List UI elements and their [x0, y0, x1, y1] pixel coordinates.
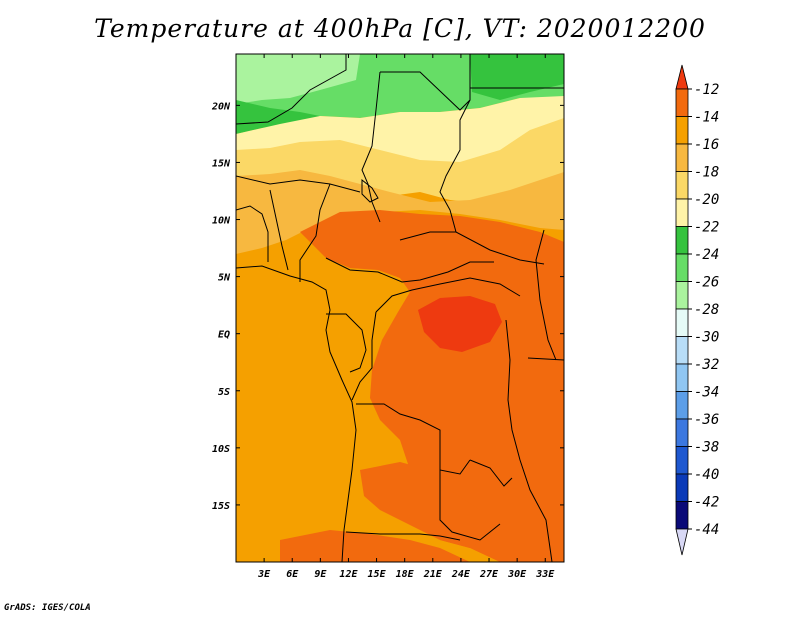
latitude-axis: 20N 15N 10N 5N EQ 5S 10S 15S — [211, 101, 564, 512]
colorbar-label: -18 — [694, 165, 719, 181]
colorbar-bottom-arrow — [675, 528, 689, 556]
lat-tick-label: 15S — [212, 501, 230, 512]
colorbar: -12 -14 -16 -18 -20 -22 -24 -26 -28 -30 -32 -34 -36 -… — [675, 64, 719, 556]
border-congo-drc — [351, 311, 377, 401]
colorbar-segment — [675, 501, 689, 530]
colorbar-label: -42 — [694, 495, 719, 511]
lon-tick-label: 30E — [507, 569, 527, 580]
border-niger-nigeria — [236, 175, 361, 193]
field-north-darkgreen — [236, 100, 320, 134]
lon-tick-label: 27E — [479, 569, 499, 580]
field-orange-red — [300, 210, 564, 562]
colorbar-label: -34 — [694, 385, 719, 401]
colorbar-label: -30 — [694, 330, 719, 346]
border-west-africa — [236, 205, 269, 262]
colorbar-top-arrow — [675, 64, 689, 90]
border-ethiopia — [535, 229, 557, 361]
colorbar-segment — [675, 171, 689, 200]
lon-tick-label: 18E — [396, 569, 415, 580]
border-angola-namibia — [345, 531, 461, 541]
colorbar-label: -22 — [694, 220, 719, 236]
field-orange-red-south — [360, 462, 500, 548]
colorbar-segment — [675, 88, 689, 117]
border-drc-north — [375, 277, 521, 313]
colorbar-segment — [675, 473, 689, 502]
colorbar-label: -14 — [694, 110, 719, 126]
field-orange-red-sw — [280, 530, 470, 562]
colorbar-segment — [675, 446, 689, 475]
longitude-axis: 3E 6E 9E 12E 15E 18E 21E 24E 27E 30E 33E — [257, 54, 555, 580]
colorbar-segment — [675, 418, 689, 447]
colorbar-segment — [675, 226, 689, 255]
lon-tick-label: 9E — [314, 569, 327, 580]
field-north-lightgreen — [236, 54, 360, 104]
lon-tick-label: 15E — [368, 569, 387, 580]
colorbar-label: -24 — [694, 247, 719, 263]
border-libya-north — [236, 54, 347, 125]
border-east-lakes — [505, 319, 553, 562]
colorbar-label: -28 — [694, 302, 719, 318]
border-benin — [269, 189, 289, 271]
lon-tick-label: 33E — [535, 569, 555, 580]
colorbar-segment — [675, 116, 689, 145]
colorbar-segment — [675, 198, 689, 227]
border-drc-zambia — [469, 459, 513, 487]
colorbar-label: -16 — [694, 137, 719, 153]
lon-tick-label: 21E — [423, 569, 443, 580]
lat-tick-label: 5S — [218, 387, 230, 398]
lat-tick-label: 15N — [212, 158, 231, 169]
border-nigeria-cameroon — [299, 183, 331, 282]
lon-tick-label: 12E — [339, 569, 358, 580]
colorbar-label: -20 — [694, 192, 719, 208]
border-car — [325, 257, 494, 283]
colorbar-segment — [675, 391, 689, 420]
colorbar-label: -32 — [694, 357, 719, 373]
border-gabon — [326, 313, 367, 373]
colorbar-label: -36 — [694, 412, 719, 428]
colorbar-segment — [675, 363, 689, 392]
border-coastline-west — [236, 265, 357, 562]
lat-tick-label: 10S — [212, 444, 230, 455]
border-lake-chad — [361, 178, 379, 203]
border-drc-angola — [356, 403, 471, 475]
border-chad-west — [361, 71, 381, 223]
country-borders — [236, 54, 564, 562]
field-red-core — [418, 296, 502, 352]
colorbar-segment — [675, 336, 689, 365]
border-libya-egypt — [380, 71, 471, 111]
colorbar-segment — [675, 253, 689, 282]
lat-tick-label: EQ — [218, 330, 230, 341]
colorbar-segment — [675, 281, 689, 310]
colorbar-label: -44 — [694, 522, 719, 538]
temperature-field — [236, 54, 564, 562]
colorbar-label: -38 — [694, 440, 719, 456]
lat-tick-label: 5N — [218, 273, 231, 284]
field-mid-orange — [236, 170, 564, 254]
border-sudan-southsudan — [399, 231, 545, 265]
colorbar-label: -40 — [694, 467, 719, 483]
border-tanzania — [527, 357, 564, 361]
grads-credit: GrADS: IGES/COLA — [4, 603, 91, 613]
lat-tick-label: 10N — [212, 216, 231, 227]
chart-title: Temperature at 400hPa [C], VT: 202001220… — [94, 14, 706, 43]
border-zambia-south — [439, 470, 501, 541]
lon-tick-label: 3E — [257, 569, 271, 580]
map-frame — [235, 53, 565, 563]
lon-tick-label: 6E — [286, 569, 299, 580]
colorbar-label: -26 — [694, 275, 719, 291]
colorbar-label: -12 — [694, 82, 719, 98]
lat-tick-label: 20N — [211, 101, 231, 112]
border-sudan-chad — [439, 54, 471, 233]
lon-tick-label: 24E — [451, 569, 471, 580]
colorbar-segment — [675, 308, 689, 337]
colorbar-segment — [675, 143, 689, 172]
